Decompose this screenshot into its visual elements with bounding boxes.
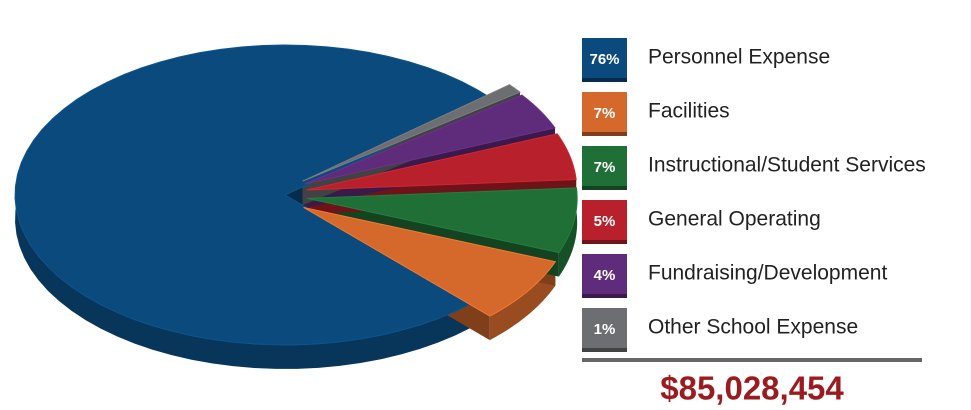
legend-value: 4%	[594, 267, 616, 284]
legend-label: Fundraising/Development	[648, 262, 887, 285]
slice	[302, 84, 521, 182]
legend-label: Facilities	[648, 100, 730, 123]
legend-label: Other School Expense	[648, 316, 858, 339]
legend-swatch	[582, 200, 627, 240]
slice	[14, 44, 493, 346]
total: $85,028,454	[660, 370, 844, 407]
legend-swatch-shadow	[582, 132, 627, 136]
legend-swatch	[582, 92, 627, 132]
legend-swatch	[582, 38, 627, 78]
legend-swatch-shadow	[582, 348, 627, 352]
legend-value: 5%	[594, 213, 616, 230]
slice	[307, 187, 578, 254]
slice	[304, 94, 556, 185]
legend-swatch	[582, 254, 627, 294]
slice	[303, 206, 557, 317]
pie	[14, 44, 578, 369]
legend-label: Instructional/Student Services	[648, 154, 926, 177]
slice	[306, 133, 577, 191]
legend-swatch-shadow	[582, 240, 627, 244]
legend-swatch	[582, 308, 627, 348]
legend-value: 7%	[594, 159, 616, 176]
legend-value: 1%	[594, 321, 616, 338]
legend-label: General Operating	[648, 208, 821, 231]
legend: 76% Personnel Expense 7% Facilities 7% Instru…	[582, 38, 926, 352]
legend-swatch-shadow	[582, 78, 627, 82]
legend-value: 7%	[594, 105, 616, 122]
legend-swatch-shadow	[582, 186, 627, 190]
legend-swatch	[582, 146, 627, 186]
legend-value: 76%	[589, 51, 619, 68]
slice-side	[558, 187, 578, 277]
legend-swatch-shadow	[582, 294, 627, 298]
legend-label: Personnel Expense	[648, 46, 830, 69]
